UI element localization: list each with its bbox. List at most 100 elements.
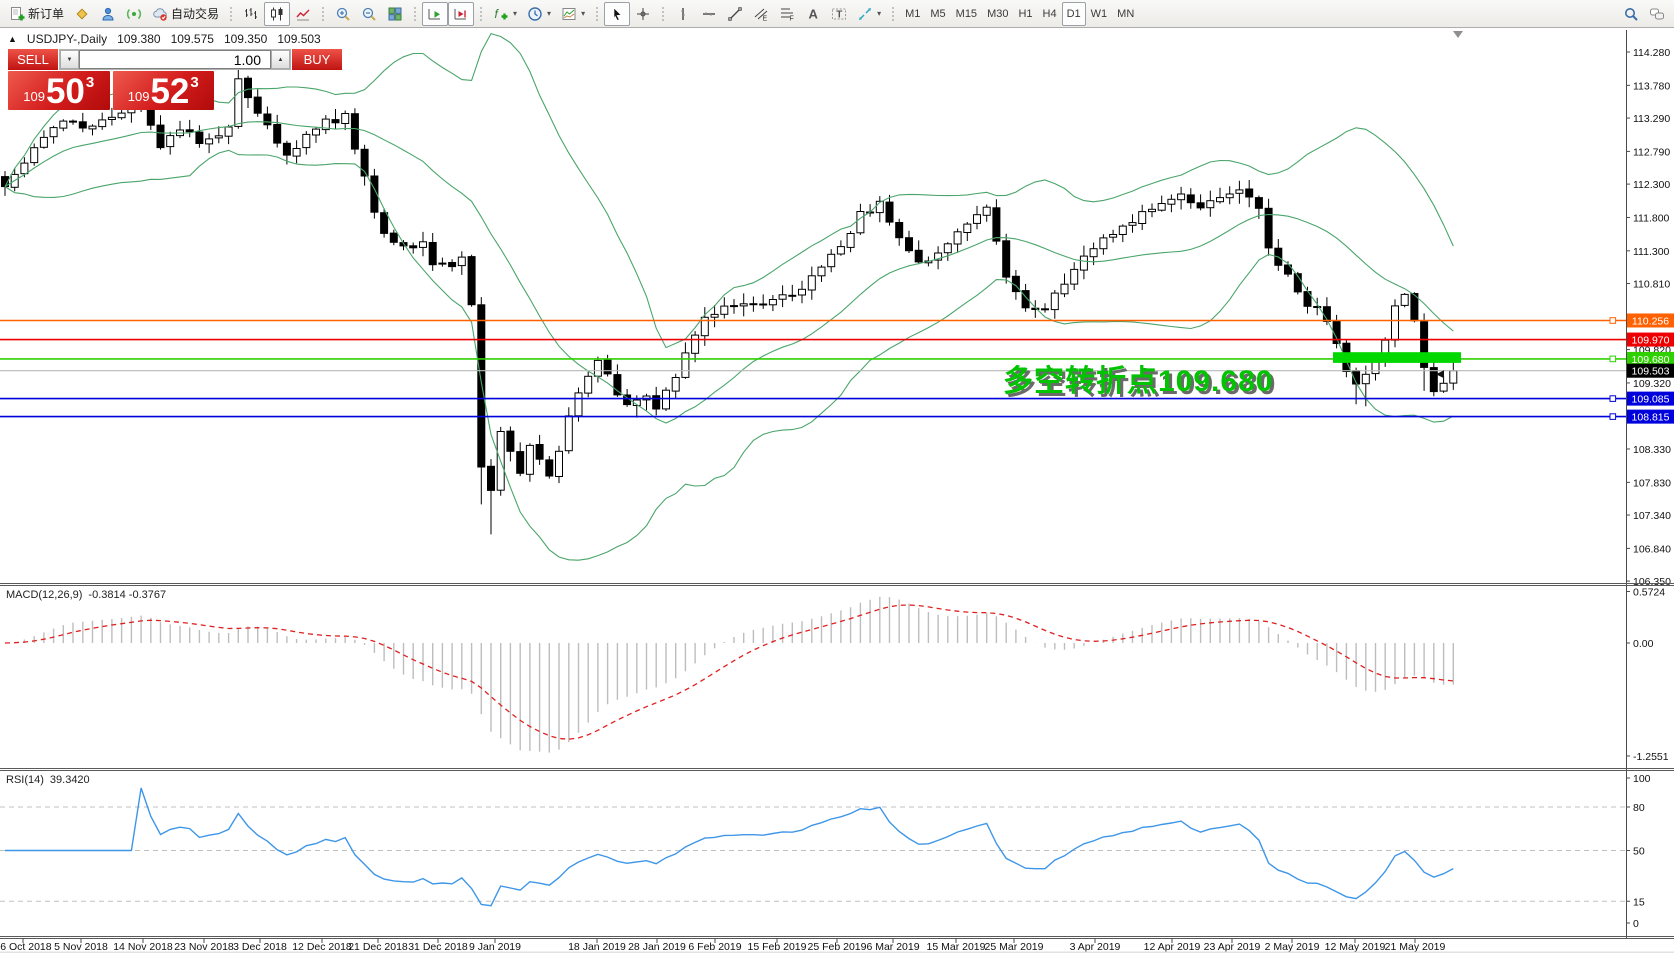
line-handle[interactable] bbox=[1609, 395, 1617, 402]
candlestick-button[interactable] bbox=[264, 1, 291, 26]
rsi-axis-tick: 15 bbox=[1633, 896, 1645, 908]
candle bbox=[778, 294, 787, 300]
timeframe-h4-label: H4 bbox=[1042, 7, 1057, 20]
tile-windows-button[interactable] bbox=[382, 2, 408, 26]
auto-scroll-button[interactable] bbox=[422, 1, 449, 26]
timeframe-d1[interactable]: D1 bbox=[1061, 1, 1086, 26]
signals-button[interactable] bbox=[121, 2, 147, 26]
candle bbox=[321, 118, 330, 131]
search-icon bbox=[1623, 6, 1639, 22]
equidistant-channel-button[interactable]: E bbox=[748, 2, 774, 26]
candle bbox=[428, 242, 437, 266]
volume-input[interactable] bbox=[79, 50, 271, 69]
date-axis-label: 9 Jan 2019 bbox=[469, 941, 521, 953]
timeframe-h1-label: H1 bbox=[1018, 7, 1033, 20]
arrows-button[interactable]: ▾ bbox=[852, 2, 886, 26]
price-level-label-bg bbox=[1627, 391, 1674, 406]
vertical-line-button[interactable] bbox=[670, 2, 696, 26]
price-axis-tick: 106.840 bbox=[1633, 543, 1671, 555]
one-click-trading-panel: SELL ▼ ▲ BUY 109 50 3 109 52 3 bbox=[8, 49, 342, 110]
candle bbox=[846, 233, 855, 248]
volume-decrease-button[interactable]: ▼ bbox=[60, 50, 79, 69]
dropdown-arrow-icon[interactable]: ▾ bbox=[513, 9, 518, 18]
macd-signal-line bbox=[4, 604, 1454, 740]
date-axis-label: 3 Dec 2018 bbox=[233, 941, 287, 953]
timeframe-m15[interactable]: M15 bbox=[951, 2, 982, 26]
dropdown-arrow-icon[interactable]: ▾ bbox=[581, 9, 586, 18]
panel-collapse-icon[interactable]: ▲ bbox=[8, 34, 17, 44]
candle bbox=[710, 313, 719, 318]
candle bbox=[875, 200, 884, 214]
periods-button[interactable]: ▾ bbox=[522, 2, 556, 26]
rsi-axis-tick: 50 bbox=[1633, 846, 1645, 858]
chat-button[interactable] bbox=[1644, 2, 1670, 26]
timeframe-m1[interactable]: M1 bbox=[900, 2, 925, 26]
indicators-button[interactable]: f ▾ bbox=[488, 2, 522, 26]
candle bbox=[117, 112, 126, 119]
chart-shift-button[interactable] bbox=[448, 1, 475, 26]
timeframe-h1[interactable]: H1 bbox=[1013, 2, 1037, 26]
autotrading-button-label: 自动交易 bbox=[171, 7, 220, 21]
ohlc-close: 109.503 bbox=[277, 32, 321, 46]
search-button[interactable] bbox=[1618, 2, 1644, 26]
zoom-in-button[interactable] bbox=[330, 2, 356, 26]
text-button[interactable]: A bbox=[800, 2, 826, 26]
autotrading-button[interactable]: 自动交易 bbox=[147, 2, 224, 26]
price-level-label: 109.503 bbox=[1632, 366, 1670, 378]
new-order-button[interactable]: 新订单 bbox=[4, 2, 69, 26]
candle bbox=[360, 148, 369, 177]
clock-icon bbox=[527, 6, 543, 22]
community-button[interactable] bbox=[95, 2, 121, 26]
timeframe-m30[interactable]: M30 bbox=[982, 2, 1013, 26]
candle bbox=[1313, 306, 1322, 308]
bar-chart-button[interactable] bbox=[238, 2, 264, 26]
svg-text:A: A bbox=[809, 6, 819, 21]
date-axis-label: 31 Dec 2018 bbox=[408, 941, 468, 953]
timeframe-m5[interactable]: M5 bbox=[925, 2, 950, 26]
fibonacci-button[interactable]: F bbox=[774, 2, 800, 26]
ask-price-button[interactable]: 109 52 3 bbox=[112, 71, 214, 110]
bid-price-prefix: 109 bbox=[23, 89, 45, 104]
volume-increase-button[interactable]: ▲ bbox=[271, 50, 290, 69]
sell-button[interactable]: SELL bbox=[8, 49, 58, 70]
candle bbox=[1284, 264, 1292, 275]
timeframe-w1[interactable]: W1 bbox=[1086, 2, 1113, 26]
line-handle[interactable] bbox=[1609, 317, 1617, 324]
price-axis-tick: 113.290 bbox=[1633, 113, 1670, 125]
dropdown-arrow-icon[interactable]: ▾ bbox=[877, 9, 882, 18]
candle bbox=[1109, 234, 1118, 238]
dropdown-arrow-icon[interactable]: ▾ bbox=[547, 9, 552, 18]
macd-name: MACD(12,26,9) bbox=[6, 589, 83, 601]
macd-histogram bbox=[14, 596, 1454, 753]
chart-scroll-marker-icon[interactable] bbox=[1453, 31, 1463, 38]
timeframe-mn[interactable]: MN bbox=[1112, 2, 1139, 26]
line-chart-button[interactable] bbox=[290, 2, 316, 26]
cursor-button[interactable] bbox=[604, 1, 631, 26]
horizontal-line-button[interactable] bbox=[696, 2, 722, 26]
line-handle[interactable] bbox=[1609, 355, 1617, 363]
timeframe-h4[interactable]: H4 bbox=[1038, 2, 1062, 26]
buy-button[interactable]: BUY bbox=[292, 49, 342, 70]
price-axis-tick: 108.330 bbox=[1633, 444, 1671, 456]
candle bbox=[603, 359, 612, 375]
support-zone-rectangle[interactable] bbox=[1333, 352, 1461, 363]
zoom-out-button[interactable] bbox=[356, 2, 382, 26]
trendline-button[interactable] bbox=[722, 2, 748, 26]
line-handle[interactable] bbox=[1609, 413, 1617, 420]
crosshair-button[interactable] bbox=[630, 2, 656, 26]
price-level-label-bg bbox=[1627, 409, 1674, 424]
bid-price-big: 50 bbox=[45, 72, 85, 112]
macd-axis-tick: -1.2551 bbox=[1633, 751, 1669, 763]
date-axis-label: 14 Nov 2018 bbox=[113, 941, 173, 953]
templates-button[interactable]: ▾ bbox=[556, 2, 590, 26]
date-axis-label: 26 Oct 2018 bbox=[0, 941, 52, 953]
turning-point-annotation[interactable]: 多空转折点109.680 bbox=[1003, 365, 1274, 398]
bid-price-button[interactable]: 109 50 3 bbox=[8, 71, 110, 110]
candle bbox=[525, 444, 534, 475]
autotrading-icon bbox=[152, 6, 168, 22]
market-button[interactable] bbox=[69, 2, 95, 26]
candle bbox=[1070, 268, 1079, 285]
text-label-button[interactable]: T bbox=[826, 2, 852, 26]
candle bbox=[302, 133, 311, 149]
